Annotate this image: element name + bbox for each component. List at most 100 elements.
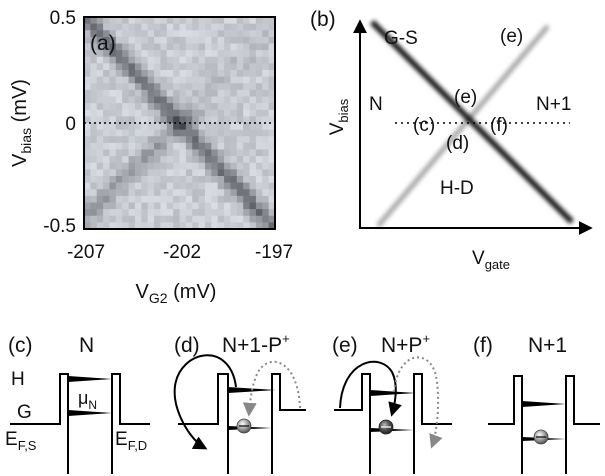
heatmap-cell bbox=[249, 222, 257, 230]
heatmap-cell bbox=[262, 30, 270, 38]
heatmap-cell bbox=[198, 202, 206, 210]
heatmap-cell bbox=[115, 17, 123, 25]
heatmap-cell bbox=[134, 76, 142, 84]
heatmap-cell bbox=[204, 109, 212, 117]
heatmap-cell bbox=[211, 182, 219, 190]
heatmap-cell bbox=[255, 89, 263, 97]
panel-b: (b) G-S (e) N N+1 (e) (c) (f) (d) H-D Vb… bbox=[310, 8, 593, 272]
heatmap-cell bbox=[179, 96, 187, 104]
heatmap-cell bbox=[204, 36, 212, 44]
heatmap-cell bbox=[255, 109, 263, 117]
heatmap-cell bbox=[211, 63, 219, 71]
heatmap-cell bbox=[103, 96, 110, 104]
heatmap-cell bbox=[122, 189, 129, 197]
heatmap-cell bbox=[204, 202, 212, 210]
heatmap-cell bbox=[179, 109, 187, 117]
heatmap-cell bbox=[179, 195, 187, 203]
heatmap-cell bbox=[109, 149, 117, 157]
heatmap-cell bbox=[230, 76, 238, 84]
heatmap-cell bbox=[90, 149, 98, 157]
heatmap-cell bbox=[90, 30, 98, 38]
heatmap-cell bbox=[160, 142, 168, 150]
heatmap-cell bbox=[179, 222, 187, 230]
heatmap-cell bbox=[255, 182, 263, 190]
heatmap-cell bbox=[154, 149, 161, 157]
gs-line bbox=[369, 19, 575, 225]
heatmap-cell bbox=[255, 149, 263, 157]
heatmap-cell bbox=[224, 56, 231, 64]
heatmap-cell bbox=[128, 103, 136, 111]
hd-line bbox=[376, 24, 550, 228]
heatmap-cell bbox=[154, 30, 161, 38]
heatmap-cell bbox=[255, 116, 263, 124]
heatmap-cell bbox=[141, 129, 149, 137]
heatmap-cell bbox=[217, 182, 225, 190]
heatmap-cell bbox=[122, 23, 129, 31]
heatmap-cell bbox=[147, 136, 155, 144]
heatmap-cell bbox=[243, 89, 250, 97]
heatmap-cell bbox=[249, 70, 257, 78]
heatmap-cell bbox=[268, 123, 276, 131]
heatmap-cell bbox=[192, 109, 199, 117]
heatmap-cell bbox=[160, 169, 168, 177]
heatmap-cell bbox=[154, 103, 161, 111]
heatmap-cell bbox=[230, 142, 238, 150]
panel-e-label: (e) bbox=[332, 334, 358, 357]
heatmap-cell bbox=[147, 195, 155, 203]
heatmap-cell bbox=[268, 76, 276, 84]
heatmap-cell bbox=[84, 43, 91, 51]
heatmap-cell bbox=[185, 169, 193, 177]
heatmap-cell bbox=[141, 76, 149, 84]
heatmap-cell bbox=[243, 56, 250, 64]
heatmap-cell bbox=[134, 182, 142, 190]
heatmap-cell bbox=[224, 123, 231, 131]
heatmap-cell bbox=[147, 17, 155, 25]
heatmap-cell bbox=[96, 182, 104, 190]
heatmap-cell bbox=[217, 89, 225, 97]
heatmap-cell bbox=[173, 116, 180, 124]
heatmap-cell bbox=[243, 50, 250, 58]
heatmap-cell bbox=[109, 215, 117, 223]
heatmap-cell bbox=[166, 176, 174, 184]
heatmap-cell bbox=[255, 156, 263, 164]
heatmap-cell bbox=[192, 17, 199, 25]
heatmap-cell bbox=[268, 70, 276, 78]
heatmap-cell bbox=[255, 202, 263, 210]
heatmap-cell bbox=[198, 222, 206, 230]
heatmap-cell bbox=[198, 136, 206, 144]
heatmap-cell bbox=[192, 195, 199, 203]
heatmap-cell bbox=[192, 50, 199, 58]
heatmap-cell bbox=[154, 162, 161, 170]
heatmap-cell bbox=[128, 70, 136, 78]
heatmap-cell bbox=[141, 209, 149, 217]
heatmap-cell bbox=[204, 23, 212, 31]
heatmap-cell bbox=[236, 169, 244, 177]
heatmap-cell bbox=[204, 136, 212, 144]
heatmap-cell bbox=[128, 36, 136, 44]
heatmap-cell bbox=[122, 123, 129, 131]
heatmap-cell bbox=[262, 109, 270, 117]
heatmap-cell bbox=[141, 17, 149, 25]
heatmap-cell bbox=[255, 56, 263, 64]
heatmap-cell bbox=[173, 182, 180, 190]
heatmap-cell bbox=[236, 123, 244, 131]
heatmap-cell bbox=[115, 116, 123, 124]
heatmap-cell bbox=[90, 162, 98, 170]
heatmap-cell bbox=[224, 30, 231, 38]
heatmap-cell bbox=[147, 103, 155, 111]
heatmap-cell bbox=[154, 89, 161, 97]
heatmap-cell bbox=[128, 195, 136, 203]
barrier-outline bbox=[178, 373, 306, 474]
heatmap-cell bbox=[128, 89, 136, 97]
heatmap-cell bbox=[262, 123, 270, 131]
heatmap-cell bbox=[173, 89, 180, 97]
heatmap-cell bbox=[224, 149, 231, 157]
heatmap-cell bbox=[255, 209, 263, 217]
heatmap-cell bbox=[96, 162, 104, 170]
heatmap-cell bbox=[173, 169, 180, 177]
heatmap-cell bbox=[236, 17, 244, 25]
heatmap-cell bbox=[192, 70, 199, 78]
heatmap-cell bbox=[236, 36, 244, 44]
heatmap-cell bbox=[141, 123, 149, 131]
heatmap-cell bbox=[128, 149, 136, 157]
